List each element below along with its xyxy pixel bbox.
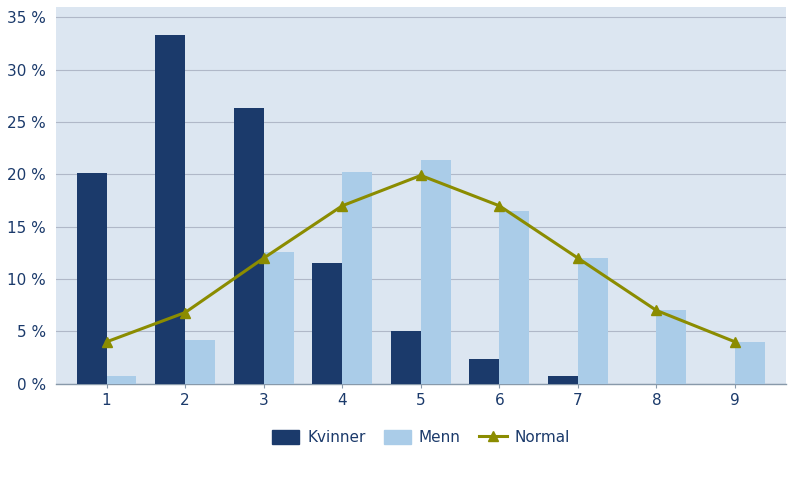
Bar: [578, 258, 607, 384]
Bar: [391, 332, 421, 384]
Bar: [500, 211, 529, 384]
Bar: [548, 376, 578, 384]
Bar: [155, 35, 185, 384]
Bar: [735, 342, 764, 384]
Bar: [421, 160, 450, 384]
Bar: [234, 108, 264, 384]
Legend: Kvinner, Menn, Normal: Kvinner, Menn, Normal: [266, 424, 576, 452]
Bar: [185, 340, 215, 384]
Bar: [77, 174, 106, 384]
Bar: [106, 376, 136, 384]
Bar: [343, 172, 372, 384]
Bar: [312, 264, 343, 384]
Bar: [264, 252, 293, 384]
Bar: [469, 358, 500, 384]
Bar: [657, 310, 686, 384]
